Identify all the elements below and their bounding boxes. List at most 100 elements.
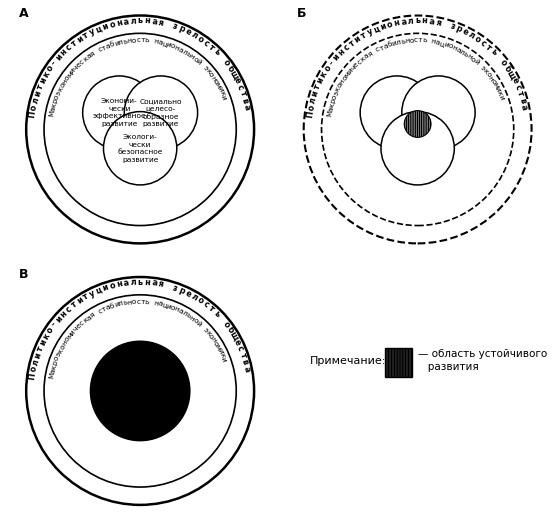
Text: л: л: [118, 39, 124, 46]
Text: с: с: [375, 46, 381, 53]
Text: о: о: [191, 317, 199, 325]
Text: л: л: [181, 48, 188, 56]
Text: и: и: [102, 21, 109, 32]
Text: и: и: [33, 90, 43, 98]
Text: й: й: [472, 59, 480, 66]
Text: о: о: [169, 43, 176, 50]
Text: В: В: [19, 268, 29, 281]
Text: н: н: [188, 314, 195, 322]
Text: а: а: [241, 104, 251, 111]
Text: с: с: [235, 83, 245, 91]
Text: к: к: [51, 103, 58, 108]
Text: с: с: [342, 42, 351, 52]
Text: н: н: [144, 278, 150, 287]
Text: л: л: [118, 300, 124, 308]
Text: я: я: [89, 50, 96, 58]
Text: б: б: [387, 41, 393, 48]
Text: т: т: [206, 42, 216, 52]
Text: ц: ц: [438, 40, 445, 47]
Text: -: -: [50, 59, 59, 67]
Text: р: р: [177, 286, 186, 296]
Text: к: к: [82, 55, 89, 63]
Text: ь: ь: [123, 38, 128, 45]
Text: а: а: [177, 46, 184, 54]
Text: с: с: [201, 38, 210, 48]
Text: л: л: [189, 30, 199, 41]
Text: с: с: [79, 58, 85, 65]
Text: ч: ч: [72, 64, 79, 72]
Text: с: с: [97, 46, 103, 53]
Text: о: о: [386, 19, 393, 30]
Text: с: с: [136, 37, 140, 43]
Text: н: н: [115, 18, 123, 28]
Text: к: к: [57, 86, 64, 93]
Text: а: а: [151, 17, 158, 27]
Text: е: е: [232, 76, 243, 85]
Text: т: т: [101, 44, 108, 51]
Text: о: о: [191, 55, 199, 63]
Text: т: т: [140, 37, 145, 43]
Text: з: з: [448, 21, 456, 31]
Text: Социально
целесо-
образное
развитие: Социально целесо- образное развитие: [140, 98, 182, 128]
Text: с: с: [64, 304, 74, 314]
Text: о: о: [53, 356, 60, 362]
Text: я: я: [158, 18, 165, 28]
Text: с: с: [97, 308, 103, 315]
Text: о: о: [212, 78, 219, 86]
Text: Экономи-
чески
эффективное
развитие: Экономи- чески эффективное развитие: [93, 98, 146, 127]
Text: а: а: [123, 279, 129, 288]
Text: а: а: [400, 17, 407, 27]
Text: с: с: [512, 83, 523, 91]
Text: о: о: [132, 37, 137, 43]
Text: к: к: [51, 364, 58, 370]
Text: ь: ь: [400, 38, 405, 45]
Text: в: в: [240, 97, 250, 104]
Text: ц: ц: [372, 24, 381, 35]
Text: н: н: [59, 309, 69, 319]
Text: ь: ь: [185, 51, 191, 58]
Text: о: о: [207, 333, 214, 340]
Text: я: я: [158, 280, 165, 289]
Text: и: и: [114, 301, 120, 309]
Text: н: н: [127, 299, 132, 305]
Text: и: и: [379, 21, 387, 32]
Text: т: т: [206, 304, 216, 314]
Text: а: а: [157, 39, 163, 46]
Text: э: э: [55, 351, 62, 358]
Text: в: в: [517, 97, 527, 104]
Text: л: л: [181, 310, 188, 317]
Text: а: а: [85, 314, 93, 322]
Text: ь: ь: [138, 16, 143, 26]
Text: и: и: [315, 76, 326, 85]
Text: ь: ь: [415, 16, 420, 26]
Text: М: М: [326, 110, 334, 118]
Text: а: а: [382, 42, 389, 50]
Text: т: т: [418, 37, 422, 43]
Text: б: б: [502, 64, 513, 73]
Text: т: т: [238, 90, 248, 97]
Text: о: о: [336, 82, 344, 89]
Text: н: н: [61, 78, 69, 85]
Text: к: к: [218, 352, 225, 358]
Text: с: с: [201, 300, 210, 310]
Text: з: з: [171, 21, 179, 31]
Text: т: т: [82, 292, 90, 302]
Text: н: н: [430, 38, 436, 45]
Text: и: и: [69, 67, 77, 75]
Text: к: к: [204, 68, 211, 75]
Text: М: М: [49, 110, 56, 118]
Text: с: с: [356, 58, 363, 65]
Text: н: н: [144, 17, 150, 26]
Text: у: у: [88, 288, 97, 299]
Circle shape: [83, 76, 156, 149]
Text: и: и: [165, 303, 171, 310]
Text: Примечание:: Примечание:: [310, 356, 386, 366]
Text: и: и: [391, 40, 397, 47]
Text: з: з: [171, 283, 179, 293]
Circle shape: [402, 76, 475, 149]
Text: и: и: [497, 95, 504, 101]
Text: о: о: [447, 43, 453, 50]
Text: — область устойчивого
   развития: — область устойчивого развития: [418, 349, 547, 372]
Text: т: т: [515, 90, 525, 97]
Text: н: н: [127, 38, 132, 44]
